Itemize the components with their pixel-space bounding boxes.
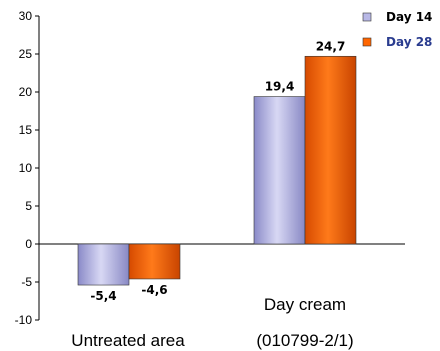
category-label: Day cream (264, 295, 346, 314)
legend-swatch (362, 37, 372, 47)
y-tick-label: 30 (19, 9, 33, 23)
y-tick-label: 20 (19, 85, 33, 99)
data-label: -5,4 (90, 289, 116, 303)
data-labels: -5,4 19,4 -4,6 24,7 (90, 39, 345, 303)
y-tick-label: 10 (19, 161, 33, 175)
category-labels: Untreated area Day cream (010799-2/1) (71, 295, 353, 350)
y-tick-label: 5 (25, 199, 32, 213)
y-tick-label: 25 (19, 47, 33, 61)
legend-label: Day 28 (386, 35, 432, 49)
category-label: (010799-2/1) (256, 331, 353, 350)
data-label: 19,4 (265, 80, 295, 94)
bar-day-28-1 (304, 55, 357, 245)
y-tick-label: -5 (21, 275, 32, 289)
y-tick-label: -10 (15, 313, 33, 327)
legend-swatch (362, 12, 372, 22)
data-label: 24,7 (316, 39, 346, 53)
bars (77, 55, 357, 286)
bar-day-28-0 (128, 243, 181, 280)
y-tick-label: 15 (19, 123, 33, 137)
legend: Day 14 Day 28 (362, 10, 432, 49)
data-label: -4,6 (141, 283, 167, 297)
bar-day-14-1 (253, 96, 306, 245)
bar-day-14-0 (77, 243, 130, 286)
legend-label: Day 14 (386, 10, 432, 24)
category-label: Untreated area (71, 331, 185, 350)
y-tick-label: 0 (25, 237, 32, 251)
